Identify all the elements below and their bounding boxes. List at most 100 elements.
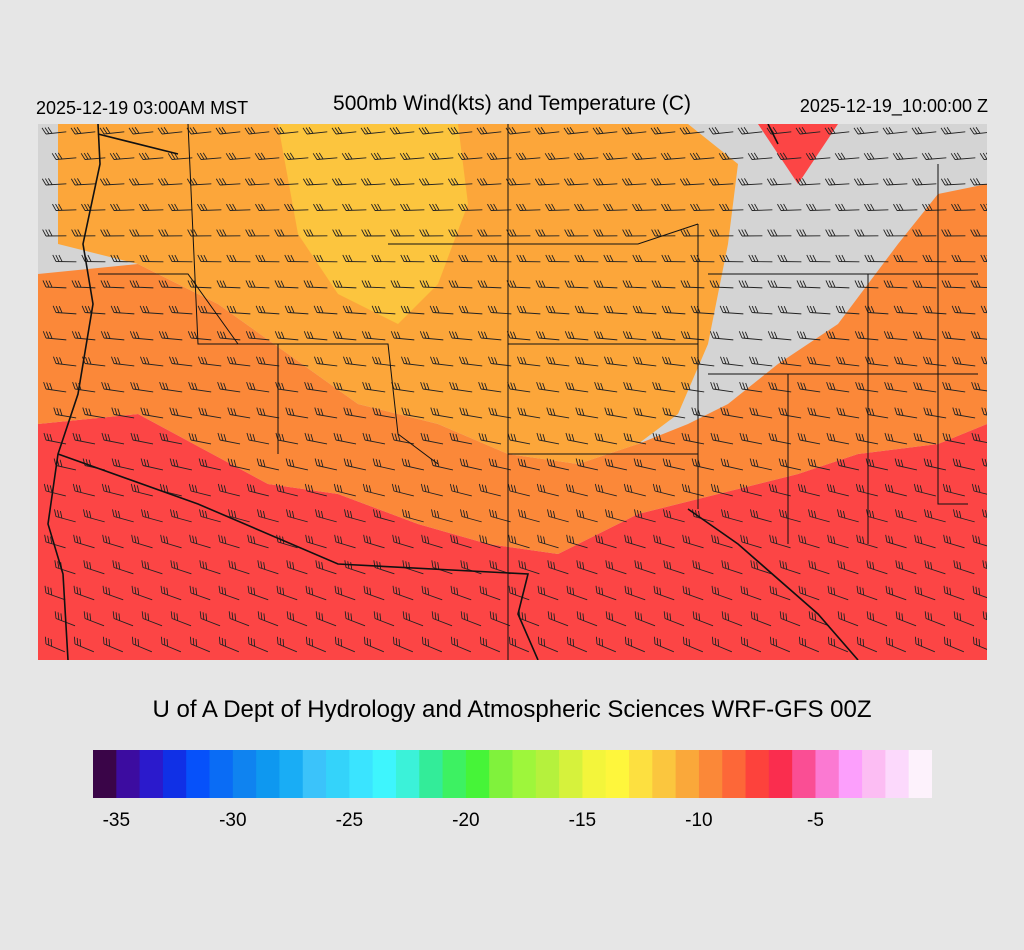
wind-barb xyxy=(245,280,270,289)
wind-barb xyxy=(110,254,135,263)
wind-barb xyxy=(478,432,502,445)
wind-barb xyxy=(52,254,77,263)
wind-barb xyxy=(101,432,125,445)
colorbar-swatch xyxy=(162,750,187,798)
wind-barb xyxy=(535,280,560,289)
wind-barb xyxy=(661,254,686,263)
wind-barb xyxy=(487,305,512,315)
wind-barb xyxy=(285,458,309,471)
wind-barb xyxy=(187,280,212,289)
wind-barb xyxy=(169,458,193,471)
wind-barb xyxy=(372,356,396,367)
wind-barb xyxy=(333,432,357,445)
wind-barb xyxy=(593,331,618,341)
wind-barb xyxy=(650,127,676,135)
colorbar-swatch xyxy=(512,750,537,798)
wind-barb xyxy=(246,483,269,497)
wind-barb xyxy=(158,331,183,341)
wind-barb xyxy=(595,534,617,549)
wind-barb xyxy=(913,483,936,497)
wind-barb xyxy=(738,280,763,289)
wind-barb xyxy=(824,178,850,186)
colorbar-swatch xyxy=(116,750,141,798)
wind-barb xyxy=(982,560,987,575)
wind-barb xyxy=(73,534,95,549)
colorbar-swatch xyxy=(465,750,490,798)
wind-barb xyxy=(593,280,618,289)
wind-barb xyxy=(594,483,617,497)
wind-barb xyxy=(864,254,889,263)
wind-barb xyxy=(953,509,975,523)
temp-region-mid xyxy=(38,184,987,554)
wind-barb xyxy=(681,381,705,393)
wind-barb xyxy=(226,305,251,315)
wind-barb xyxy=(720,458,744,471)
wind-barb xyxy=(922,254,947,263)
wind-barb xyxy=(912,280,937,289)
wind-barb xyxy=(941,229,966,237)
wind-barb xyxy=(720,356,744,367)
temp-region-coolest xyxy=(278,124,468,324)
wind-barb xyxy=(573,152,599,160)
wind-barb xyxy=(159,483,182,497)
wind-barb xyxy=(826,381,850,393)
wind-barb xyxy=(738,331,763,341)
wind-barb xyxy=(41,178,67,186)
wind-barb xyxy=(836,356,860,367)
wind-barb xyxy=(362,381,386,393)
wind-barb xyxy=(129,229,154,237)
wind-barb xyxy=(575,356,599,367)
wind-barb xyxy=(479,534,501,549)
wind-barb xyxy=(276,636,298,653)
colorbar-swatch xyxy=(326,750,350,798)
wind-barb xyxy=(304,381,328,393)
wind-barb xyxy=(458,305,483,315)
wind-barb xyxy=(515,152,541,160)
wind-barb xyxy=(720,407,744,419)
wind-barb xyxy=(487,203,512,211)
wind-barb xyxy=(827,585,849,601)
wind-barb xyxy=(198,356,222,367)
wind-barb xyxy=(197,305,222,315)
wind-barb xyxy=(980,254,987,263)
wind-barb xyxy=(574,254,599,263)
wind-barb xyxy=(228,611,250,627)
wind-barb xyxy=(508,585,530,601)
wind-barb xyxy=(911,178,937,186)
wind-barb xyxy=(459,356,483,367)
wind-barb xyxy=(853,127,879,135)
wind-barb xyxy=(197,254,222,263)
wind-barb xyxy=(662,407,686,419)
wind-barb xyxy=(796,331,821,341)
wind-barb xyxy=(109,152,135,160)
wind-barb xyxy=(951,203,976,211)
wind-barb xyxy=(883,229,908,237)
wind-barb xyxy=(373,509,395,523)
wind-barb xyxy=(488,458,512,471)
wind-barbs xyxy=(41,127,987,653)
wind-barb xyxy=(373,611,395,627)
wind-barb xyxy=(314,458,338,471)
wind-barb xyxy=(363,636,385,653)
wind-barb xyxy=(866,509,888,523)
wind-barb xyxy=(334,636,356,653)
wind-barb xyxy=(517,458,541,471)
wind-barb xyxy=(740,585,762,601)
wind-barb xyxy=(650,178,676,186)
wind-barb xyxy=(662,458,686,471)
temperature-colorbar xyxy=(93,750,932,798)
wind-barb xyxy=(303,229,328,237)
wind-barb xyxy=(882,178,908,186)
wind-barb xyxy=(865,407,889,419)
wind-barb xyxy=(574,305,599,315)
wind-barb xyxy=(275,381,299,393)
wind-barb xyxy=(537,636,559,653)
wind-barb xyxy=(940,178,966,186)
wind-barb xyxy=(419,331,444,341)
wind-barb xyxy=(631,152,657,160)
wind-barb xyxy=(43,381,67,393)
wind-barb xyxy=(430,458,454,471)
wind-barb xyxy=(226,254,251,263)
wind-barb xyxy=(361,280,386,289)
wind-barb xyxy=(273,127,299,135)
